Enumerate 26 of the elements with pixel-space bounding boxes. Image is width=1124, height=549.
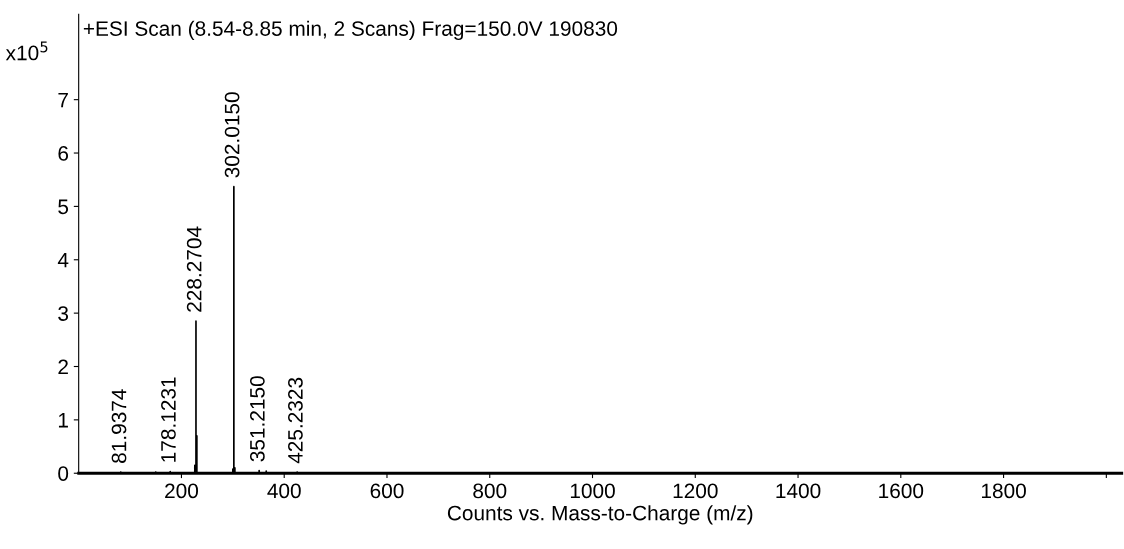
x-tick-label: 1200 <box>673 483 718 499</box>
x-tick-label: 200 <box>165 483 199 499</box>
annotation: 351.2150 <box>249 376 265 462</box>
x-tick-label: 1600 <box>879 483 924 499</box>
y-tick-label: 0 <box>58 466 69 481</box>
annotation: 302.0150 <box>224 92 240 178</box>
y-axis-title: x10$^{5}$ <box>5 41 48 61</box>
y-tick-label: 7 <box>58 92 68 108</box>
annotation: 178.1231 <box>161 377 176 462</box>
x-tick-label: 600 <box>370 483 404 499</box>
annotation: 81.9374 <box>111 389 127 463</box>
x-tick-label: 800 <box>473 483 507 499</box>
y-tick-label: 4 <box>57 252 69 268</box>
y-tick-label: 3 <box>58 306 69 321</box>
y-tick-label: 6 <box>58 146 69 161</box>
y-tick-label: 1 <box>58 413 68 428</box>
x-tick-label: 1000 <box>570 483 615 499</box>
annotation: 425.2323 <box>288 377 303 464</box>
x-tick-label: 1800 <box>981 483 1026 499</box>
annotation: 228.2704 <box>186 226 202 312</box>
y-tick-label: 5 <box>58 199 69 215</box>
y-tick-label: 2 <box>58 359 68 375</box>
x-tick-label: 1400 <box>776 483 821 499</box>
x-tick-label: 400 <box>267 483 301 499</box>
chart-title: +ESI Scan (8.54-8.85 min, 2 Scans) Frag=150.0V 190830 <box>83 20 618 41</box>
x-axis-title: Counts vs. Mass-to-Charge (m/z) <box>447 505 753 525</box>
